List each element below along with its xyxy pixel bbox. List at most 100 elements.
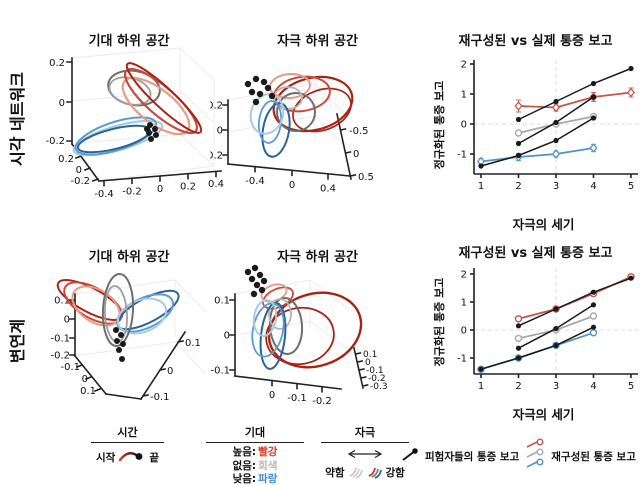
tick-label: -0.5 [349,126,369,137]
data-point [515,116,522,123]
start-end-dots [144,122,159,142]
tick-label: -0.2 [70,176,90,187]
panel-title: 기대 하위 공간 [88,34,170,49]
x-tick-label: 2 [515,181,521,192]
expectation-none-label: 없음: [232,459,257,472]
tick-label: 0 [217,126,223,137]
series-actual-b [515,94,597,147]
data-point [553,342,559,348]
trajectory-loop-gray-dark [276,92,316,132]
row-label-visual-network: 시각 네트워크 [8,72,27,166]
y-tick-label: 1 [461,298,467,309]
axes [470,60,638,178]
panel-visual-stimulus-subspace: 자극 하위 공간 0.2 0 -0.2 -0.4 0 0.4 -0.5 0 0.… [210,22,425,235]
trajectory-loop-blue-dark [77,124,151,154]
trajectory-loop-red-dark-2 [265,306,335,366]
tick-labels: 1 2 3 4 5 2 1 0 -1 [457,270,634,393]
line-chart-limbic: 1 2 3 4 5 2 1 0 -1 [457,268,638,393]
trajectory-loop-red-dark [267,291,363,369]
trajectory-loop-red-dark [125,62,203,134]
trajectory-loop-gray-light [268,298,292,330]
y-tick-label: 0 [461,326,467,337]
expectation-low-label: 낮음: [232,473,257,485]
tick-label: -0.1 [210,366,230,377]
tick-label: 0 [82,374,88,385]
legend-expectation-title: 기대 [206,424,304,443]
legend-time-title: 시간 [91,424,164,443]
data-point [478,163,484,169]
expectation-low-value: 파랑 [258,473,278,485]
data-point [590,324,597,330]
x-tick-label: 3 [553,181,559,192]
tick-label: -0.1 [366,366,384,376]
tick-label: -0.1 [60,362,80,373]
tick-label: -0.2 [122,187,142,198]
tick-label: 0.1 [80,386,96,397]
panel-visual-expectation-subspace: 기대 하위 공간 0.2 0 -0.2 0.2 0 -0.2 -0.4 -0.2… [30,22,228,235]
y-tick-label: 0 [461,120,467,131]
series-actual-c [478,115,597,169]
tick-label: -0.4 [245,176,265,187]
x-axis-label: 자극의 세기 [512,407,575,422]
legend-start-label: 시작 [96,452,116,464]
legend-stimulus: 자극 약함 [315,424,415,482]
x-tick-label: 2 [515,381,521,392]
reconstructed-report-icon [524,438,546,475]
y-axis-label: 정규화된 통증 보고 [433,277,446,367]
series-recon-high [514,273,635,323]
data-point [590,289,597,295]
tick-label: 0 [76,165,82,176]
tick-label: -0.2 [45,136,65,147]
grid-lines [227,83,346,147]
time-arc-icon [118,448,146,467]
y-tick-label: 1 [461,90,467,101]
trajectory3d-limbic-expectation: 0.1 0 -0.1 -0.2 -0.1 0 0.1 0.1 0 -0.1 [50,273,207,403]
legend-expectation: 기대 높음: 빨강 없음: 회색 낮음: 파랑 [200,424,310,485]
double-arrow-icon [345,444,385,463]
trajectory-loops [72,62,203,157]
reference-lines [474,268,638,374]
expectation-none-value: 회색 [258,459,278,472]
data-point [590,302,597,308]
trajectory-loop-red-dark-2 [292,87,352,133]
start-end-dots [244,75,276,106]
panel-title: 자극 하위 공간 [277,34,358,49]
legend-stimulus-title: 자극 [321,424,409,443]
axes-3d: 0.1 0 -0.1 0 -0.1 -0.2 0.1 0 -0.1 -0.2 -… [210,293,388,407]
legend-end-label: 끝 [149,452,159,464]
panel-title: 기대 하위 공간 [88,250,170,265]
data-point [515,345,522,351]
tick-label: 0.2 [210,101,223,112]
stimulus-strong-label: 강함 [385,467,405,479]
y-tick-label: 2 [461,60,467,71]
y-tick-label: 2 [461,270,467,281]
data-point [628,275,634,281]
tick-label: 0 [224,331,230,342]
trajectory3d-visual-expectation: 0.2 0 -0.2 0.2 0 -0.2 -0.4 -0.2 0 0.2 0.… [45,47,224,200]
tick-label: -0.2 [210,151,223,162]
panel-visual-recon-vs-actual: 재구성된 vs 실제 통증 보고 정규화된 통증 보고 1 2 3 4 5 2 1 0 -1 자… [428,22,643,237]
expectation-high-value: 빨강 [258,446,278,458]
series-actual-b [515,302,597,351]
tick-label: -0.4 [94,189,114,200]
tick-label: 0.4 [320,184,336,195]
x-tick-label: 3 [553,381,559,392]
weak-stimulus-icon [348,463,364,482]
panel-limbic-recon-vs-actual: 재구성된 vs 실제 통증 보고 정규화된 통증 보고 1 2 3 4 5 2 1 0 -1 자… [428,236,643,441]
trajectory3d-visual-stimulus: 0.2 0 -0.2 -0.4 0 0.4 -0.5 0 0.5 [210,72,374,195]
data-point [553,137,559,144]
data-point [515,152,522,159]
panel-title: 자극 하위 공간 [277,250,358,265]
data-point [553,119,559,126]
data-point [553,306,559,312]
tick-label: -0.1 [50,334,70,345]
data-point [551,102,561,113]
data-point [553,326,559,332]
panel-title: 재구성된 vs 실제 통증 보고 [458,246,613,261]
panel-limbic-stimulus-subspace: 자극 하위 공간 0.1 0 -0.1 0 -0.1 -0.2 0.1 0 -0… [210,238,425,438]
trajectory3d-limbic-stimulus: 0.1 0 -0.1 0 -0.1 -0.2 0.1 0 -0.1 -0.2 -… [210,264,388,407]
x-axis-label: 자극의 세기 [512,217,575,232]
legend-report-markers: 피험자들의 통증 보고 재구성된 통증 보고 [400,438,643,475]
trajectory-loop-gray-dark [101,273,135,347]
